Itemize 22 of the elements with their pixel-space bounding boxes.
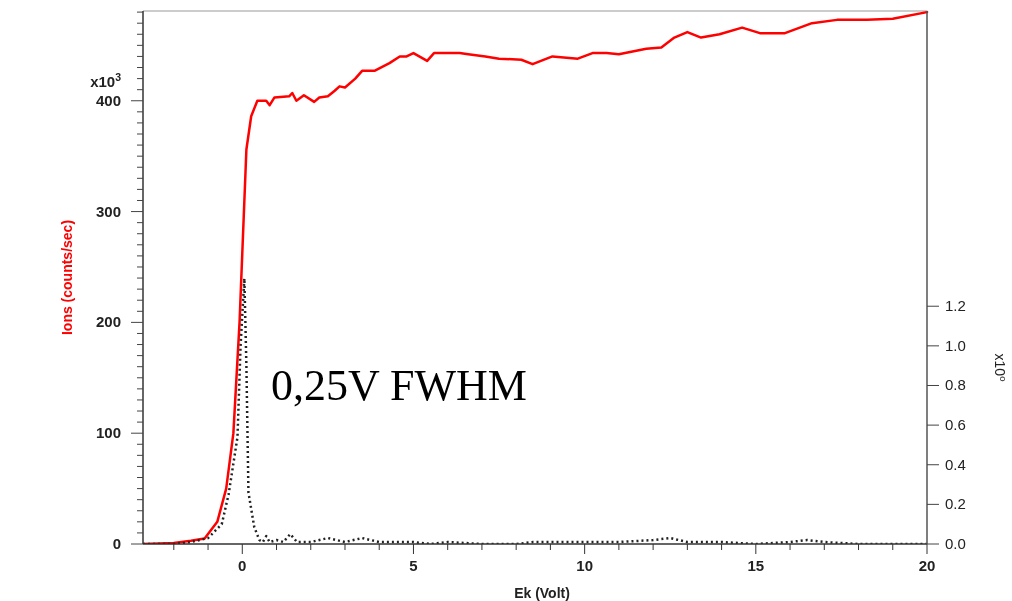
y2-tick-label: 0.2 [945, 495, 966, 513]
x-tick-label: 15 [747, 557, 765, 574]
annotation: 0,25V FWHM [271, 361, 527, 410]
x-axis-title: Ek (Volt) [514, 585, 570, 601]
text: x10$^{3}$ [90, 70, 122, 90]
y-tick-label: 0 [112, 535, 121, 552]
y-tick-label: 200 [95, 313, 121, 331]
y-tick-label: 300 [95, 202, 121, 220]
y-axis-title: Ions (counts/sec) [59, 219, 75, 336]
y2-axis-title: x10⁰ [992, 353, 1008, 382]
y-tick-label: 400 [95, 91, 121, 109]
y2-tick-label: 0.6 [945, 416, 966, 434]
y2-tick-label: 0.8 [945, 376, 966, 394]
y2-tick-label: 0.0 [945, 535, 966, 552]
x-tick-label: 0 [238, 557, 247, 574]
x-tick-label: 10 [576, 557, 593, 574]
y2-tick-label: 1.0 [945, 336, 966, 354]
y2-tick-label: 1.2 [945, 297, 966, 315]
x-tick-label: 20 [918, 557, 936, 574]
y-tick-label: 100 [95, 424, 121, 442]
y2-tick-label: 0.4 [945, 455, 966, 473]
x-tick-label: 5 [409, 557, 418, 574]
